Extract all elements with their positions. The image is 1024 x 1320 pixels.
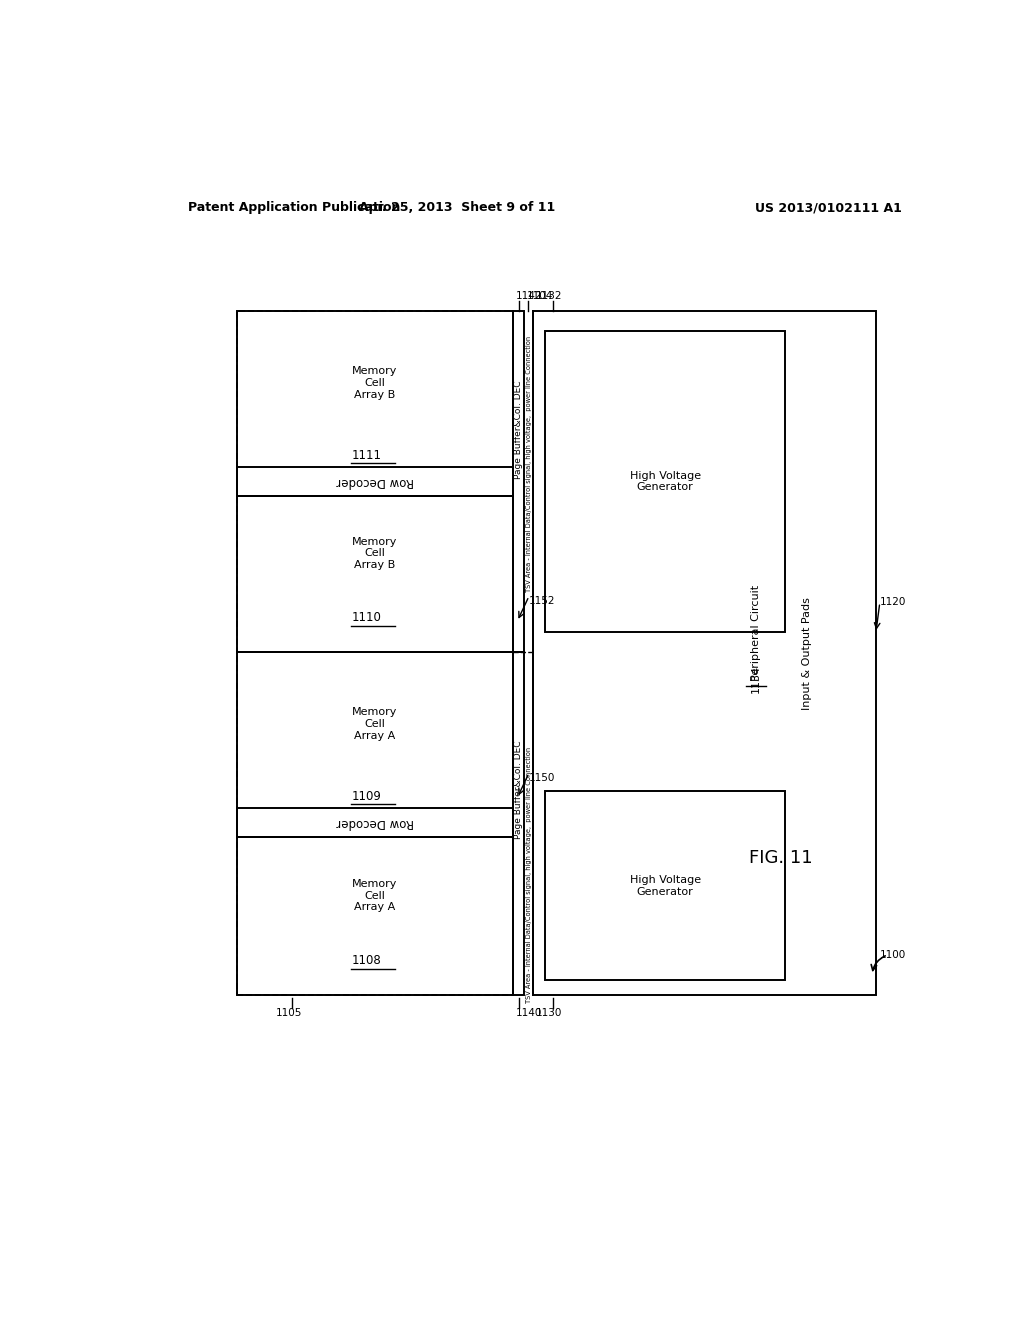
Bar (237, 312, 513, 995)
Text: Row Decoder: Row Decoder (336, 816, 414, 829)
Text: US 2013/0102111 A1: US 2013/0102111 A1 (755, 201, 902, 214)
Text: 1109: 1109 (352, 789, 382, 803)
Text: 1110: 1110 (352, 611, 382, 624)
Text: 1152: 1152 (529, 597, 556, 606)
Text: Memory
Cell
Array A: Memory Cell Array A (352, 708, 397, 741)
Bar (237, 808, 513, 837)
Text: Input & Output Pads: Input & Output Pads (803, 597, 812, 710)
Bar (513, 652, 524, 995)
Text: 1120: 1120 (880, 598, 906, 607)
Bar (534, 312, 876, 995)
Text: 1100: 1100 (880, 949, 906, 960)
Text: 1150: 1150 (529, 772, 555, 783)
Text: Apr. 25, 2013  Sheet 9 of 11: Apr. 25, 2013 Sheet 9 of 11 (359, 201, 555, 214)
Text: FIG. 11: FIG. 11 (749, 850, 812, 867)
Text: High Voltage
Generator: High Voltage Generator (630, 875, 700, 896)
Text: 1108: 1108 (352, 954, 382, 968)
Text: Memory
Cell
Array B: Memory Cell Array B (352, 537, 397, 570)
Text: Patent Application Publication: Patent Application Publication (187, 201, 400, 214)
Bar (545, 331, 785, 632)
Text: Page Buffer&Col. DEC: Page Buffer&Col. DEC (514, 381, 523, 479)
Text: Row Decoder: Row Decoder (336, 475, 414, 488)
Bar (237, 467, 513, 496)
Bar (237, 496, 513, 652)
Text: Memory
Cell
Array B: Memory Cell Array B (352, 367, 397, 400)
Text: 1142: 1142 (515, 290, 542, 301)
Text: Page Buffer&Col. DEC: Page Buffer&Col. DEC (514, 741, 523, 838)
Bar (545, 791, 785, 981)
Text: 1134: 1134 (751, 664, 761, 693)
Text: Memory
Cell
Array A: Memory Cell Array A (352, 879, 397, 912)
Text: 1130: 1130 (536, 1007, 562, 1018)
Text: 1105: 1105 (276, 1007, 302, 1018)
Text: 1132: 1132 (536, 290, 562, 301)
Text: TSV Area - Internal Data/Control signal, high voltage,  power line Connection: TSV Area - Internal Data/Control signal,… (525, 747, 531, 1003)
Text: 1104: 1104 (526, 290, 553, 301)
Bar (513, 312, 524, 652)
Bar (237, 837, 513, 995)
Bar (237, 652, 513, 837)
Text: 1140: 1140 (515, 1007, 542, 1018)
Bar (237, 312, 513, 496)
Text: TSV Area - Internal Data/Control signal, high voltage,  power line Connection: TSV Area - Internal Data/Control signal,… (525, 337, 531, 593)
Text: 1111: 1111 (352, 449, 382, 462)
Text: Peripheral Circuit: Peripheral Circuit (751, 585, 761, 681)
Text: High Voltage
Generator: High Voltage Generator (630, 471, 700, 492)
